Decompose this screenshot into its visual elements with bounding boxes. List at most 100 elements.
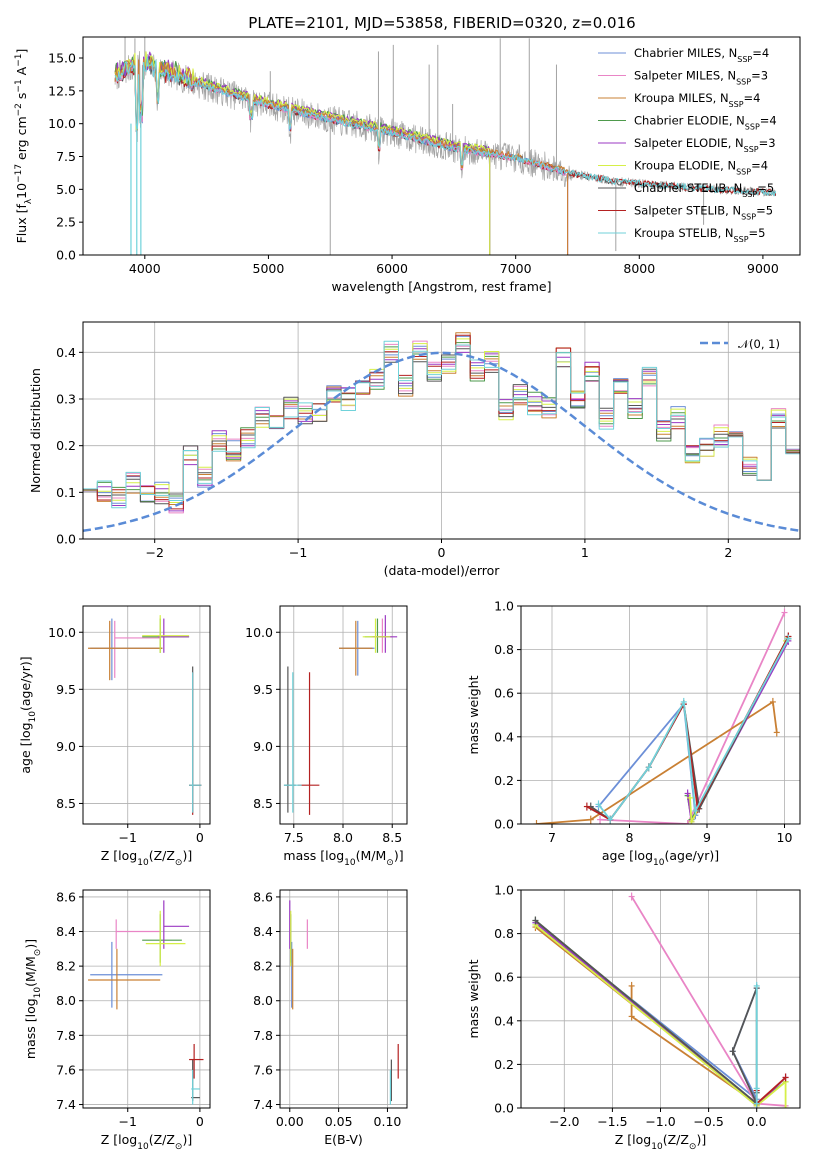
model-spectrum-kroupa-stelib <box>114 56 776 197</box>
x-axis-label: E(B-V) <box>324 1132 363 1147</box>
y-tick-label: 8.6 <box>56 889 76 904</box>
x-axis-label-part: age [log <box>602 848 653 863</box>
x-axis-label: Z [log10(Z/Z⊙)] <box>615 1132 706 1152</box>
y-tick-label: 1.0 <box>494 599 514 614</box>
x-tick-label: 8000 <box>623 261 655 276</box>
legend-subscript: SSP <box>745 122 760 131</box>
y-tick-label: 7.6 <box>253 1062 273 1077</box>
x-tick-label: 0.10 <box>374 1114 402 1129</box>
x-tick-label: 7000 <box>500 261 532 276</box>
y-axis-label-part: 10 <box>28 711 38 723</box>
weight-line-salpeter-miles <box>600 612 786 824</box>
y-tick-label: 9.0 <box>253 739 273 754</box>
legend-entry: Salpeter STELIB, NSSP=5 <box>634 204 773 222</box>
x-tick-label: 2 <box>724 545 732 560</box>
x-axis-label-part: Z [log <box>101 1132 137 1147</box>
y-tick-label: 0.0 <box>494 817 514 832</box>
legend-text: Kroupa MILES, N <box>634 91 729 105</box>
y-tick-label: 10.0 <box>48 625 76 640</box>
x-axis-label-part: 10 <box>653 858 665 868</box>
axes-frame <box>520 605 801 825</box>
y-tick-label: 0.6 <box>494 686 514 701</box>
legend-entry: Chabrier STELIB, NSSP=5 <box>634 181 774 199</box>
legend-entry: Chabrier MILES, NSSP=4 <box>634 46 769 64</box>
residuals-histogram-panel: −2 −1 0 1 2 0.0 0.1 0.2 0.3 0.4 (data-model)/error… <box>28 321 801 578</box>
x-axis-label-part: (Z/Z <box>149 1132 175 1147</box>
residual-histogram-chabrier-stelib <box>83 348 800 505</box>
x-axis-label-part: 10 <box>137 858 149 868</box>
mass-vs-extinction-panel: 0.00 0.05 0.10 7.4 7.6 7.8 8.0 8.2 8.4 8.6 E(B-V) <box>253 889 408 1147</box>
legend-count: =5 <box>757 181 774 195</box>
spectrum-panel: 4000 5000 6000 7000 8000 9000 0.0 2.5 5.0 7.5 10.0… <box>14 36 801 294</box>
legend-subscript: SSP <box>736 167 751 176</box>
plot-area <box>533 608 792 824</box>
legend-text: Chabrier MILES, N <box>634 46 737 60</box>
x-axis-label-part: ⊙ <box>689 1142 697 1152</box>
y-tick-label: 0.1 <box>56 485 76 500</box>
y-tick-label: 8.4 <box>56 924 76 939</box>
legend-entry: Salpeter ELODIE, NSSP=3 <box>634 136 776 154</box>
x-axis-label: wavelength [Angstrom, rest frame] <box>331 279 551 294</box>
y-tick-label: 8.4 <box>253 924 273 939</box>
x-tick-label: 8.5 <box>382 830 402 845</box>
x-axis-label-part: ⊙ <box>175 858 183 868</box>
y-axis-label-part: age [log <box>18 722 33 773</box>
x-axis-label-part: ⊙ <box>386 858 394 868</box>
y-axis-label-part: −17 <box>14 164 24 183</box>
weight-line-kroupa-stelib <box>597 638 790 821</box>
y-axis-label-part: 10 <box>14 183 29 199</box>
plot-area <box>289 900 399 1105</box>
axes-frame <box>82 36 801 256</box>
y-axis-label: Normed distribution <box>28 368 43 493</box>
x-axis-label-part: (age/yr)] <box>664 848 719 863</box>
y-tick-label: 0.4 <box>494 1013 514 1028</box>
y-tick-label: 7.5 <box>56 149 76 164</box>
y-axis-label-part: (age/yr)] <box>18 656 33 711</box>
y-axis-label-part: −1 <box>14 79 24 92</box>
weight-line-kroupa-elodie <box>534 924 787 1108</box>
residual-histogram-kroupa-stelib <box>83 340 800 509</box>
axes-frame <box>279 605 408 825</box>
y-tick-label: 7.8 <box>56 1028 76 1043</box>
legend-count: =3 <box>759 136 776 150</box>
legend-subscript: SSP <box>737 55 752 64</box>
plot-area <box>88 615 202 815</box>
legend-subscript: SSP <box>736 77 751 86</box>
plot-area <box>532 892 789 1108</box>
legend-count: =4 <box>752 46 769 60</box>
y-tick-label: 0.8 <box>494 926 514 941</box>
y-axis-label-part: A <box>14 66 29 79</box>
legend-entry: Chabrier ELODIE, NSSP=4 <box>634 114 777 132</box>
legend-text: Salpeter ELODIE, N <box>634 136 744 150</box>
y-tick-label: 0.0 <box>56 248 76 263</box>
y-tick-label: 8.5 <box>253 796 273 811</box>
x-tick-label: 0.0 <box>747 1114 767 1129</box>
weight-line-chabrier-stelib <box>590 636 790 821</box>
x-tick-label: 4000 <box>129 261 161 276</box>
x-axis-label-part: )] <box>696 1132 706 1147</box>
y-tick-label: 0.4 <box>56 345 76 360</box>
x-tick-label: 0 <box>438 545 446 560</box>
legend-subscript: SSP <box>741 212 756 221</box>
y-axis-label-part: mass [log <box>23 998 38 1059</box>
y-tick-label: 8.0 <box>56 993 76 1008</box>
y-tick-label: 5.0 <box>56 182 76 197</box>
y-axis-label-part: λ <box>24 198 34 204</box>
y-tick-label: 7.8 <box>253 1028 273 1043</box>
legend-count: =4 <box>751 159 768 173</box>
y-tick-label: 0.2 <box>494 1057 514 1072</box>
y-tick-label: 1.0 <box>494 883 514 898</box>
legend-count: =5 <box>749 226 766 240</box>
x-axis-label: Z [log10(Z/Z⊙)] <box>101 1132 192 1152</box>
legend-text: Chabrier ELODIE, N <box>634 114 745 128</box>
y-tick-label: 2.5 <box>56 215 76 230</box>
y-tick-label: 0.6 <box>494 970 514 985</box>
plot-area <box>114 37 776 255</box>
x-axis-label-part: mass [log <box>283 848 344 863</box>
x-tick-label: 6000 <box>376 261 408 276</box>
legend-entry: Kroupa ELODIE, NSSP=4 <box>634 159 768 177</box>
y-axis-label-part: −1 <box>14 54 24 67</box>
legend-entry: Kroupa STELIB, NSSP=5 <box>634 226 765 244</box>
y-axis-label-part: ] <box>14 49 29 54</box>
